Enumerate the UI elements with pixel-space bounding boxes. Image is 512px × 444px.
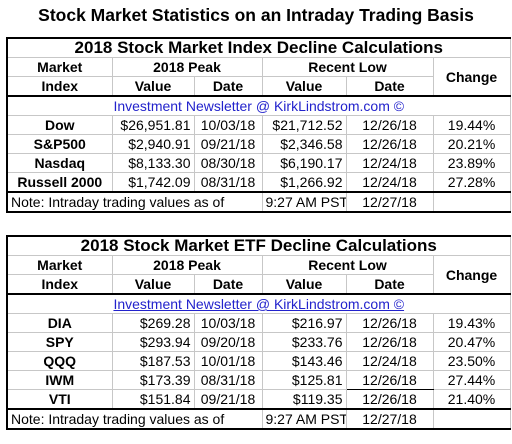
row-name: IWM <box>6 370 113 390</box>
low-value: $143.46 <box>262 351 347 371</box>
newsletter-link[interactable]: Investment Newsletter @ KirkLindstrom.co… <box>5 294 511 314</box>
note-empty-cell <box>433 409 511 430</box>
note-time: 9:27 AM PST <box>262 192 347 213</box>
low-value: $216.97 <box>262 313 347 333</box>
peak-value: $2,940.91 <box>112 134 195 154</box>
low-date: 12/26/18 <box>346 115 434 135</box>
low-date-header: Date <box>346 76 434 97</box>
change-value: 27.28% <box>433 172 511 193</box>
note-time: 9:27 AM PST <box>262 409 347 430</box>
low-header: Recent Low <box>262 255 434 275</box>
low-value: $21,712.52 <box>262 115 347 135</box>
etf-decline-table: 2018 Stock Market ETF Decline Calculatio… <box>5 235 511 430</box>
row-name: SPY <box>6 332 113 352</box>
change-value: 20.21% <box>433 134 511 154</box>
change-header: Change <box>433 255 511 295</box>
table-row: DIA $269.28 10/03/18 $216.97 12/26/18 19… <box>6 313 511 333</box>
peak-date: 10/03/18 <box>194 115 263 135</box>
peak-date: 09/20/18 <box>194 332 263 352</box>
peak-date: 10/03/18 <box>194 313 263 333</box>
note-label: Note: Intraday trading values as of <box>6 409 263 430</box>
low-value-header: Value <box>262 76 347 97</box>
low-date-header: Date <box>346 274 434 295</box>
low-date: 12/26/18 <box>346 389 434 410</box>
low-value: $1,266.92 <box>262 172 347 193</box>
low-value: $125.81 <box>262 370 347 390</box>
peak-value: $8,133.30 <box>112 153 195 173</box>
peak-date: 09/21/18 <box>194 389 263 410</box>
peak-value-header: Value <box>112 274 195 295</box>
row-name: QQQ <box>6 351 113 371</box>
peak-date-header: Date <box>194 76 263 97</box>
row-name: Dow <box>6 115 113 135</box>
low-date: 12/26/18 <box>346 332 434 352</box>
peak-value-header: Value <box>112 76 195 97</box>
change-header: Change <box>433 57 511 97</box>
change-value: 19.43% <box>433 313 511 333</box>
peak-date: 09/21/18 <box>194 134 263 154</box>
table-row: VTI $151.84 09/21/18 $119.35 12/26/18 21… <box>6 389 511 410</box>
change-value: 23.50% <box>433 351 511 371</box>
peak-date: 08/31/18 <box>194 370 263 390</box>
index-header: Index <box>6 274 113 295</box>
row-name: Nasdaq <box>6 153 113 173</box>
peak-value: $269.28 <box>112 313 195 333</box>
low-value: $2,346.58 <box>262 134 347 154</box>
peak-value: $187.53 <box>112 351 195 371</box>
change-value: 21.40% <box>433 389 511 410</box>
table-row: Nasdaq $8,133.30 08/30/18 $6,190.17 12/2… <box>6 153 511 173</box>
change-value: 27.44% <box>433 370 511 390</box>
market-header: Market <box>6 57 113 77</box>
low-date: 12/24/18 <box>346 172 434 193</box>
index-header: Index <box>6 76 113 97</box>
etf-table-title: 2018 Stock Market ETF Decline Calculatio… <box>5 235 511 256</box>
table-row: Dow $26,951.81 10/03/18 $21,712.52 12/26… <box>6 115 511 135</box>
peak-value: $293.94 <box>112 332 195 352</box>
table-row: Russell 2000 $1,742.09 08/31/18 $1,266.9… <box>6 172 511 193</box>
change-value: 20.47% <box>433 332 511 352</box>
low-date: 12/24/18 <box>346 351 434 371</box>
peak-date-header: Date <box>194 274 263 295</box>
market-header: Market <box>6 255 113 275</box>
peak-date: 10/01/18 <box>194 351 263 371</box>
low-header: Recent Low <box>262 57 434 77</box>
peak-value: $173.39 <box>112 370 195 390</box>
note-date: 12/27/18 <box>346 409 434 430</box>
low-value: $233.76 <box>262 332 347 352</box>
row-name: DIA <box>6 313 113 333</box>
change-value: 19.44% <box>433 115 511 135</box>
low-date: 12/24/18 <box>346 153 434 173</box>
low-date: 12/26/18 <box>346 134 434 154</box>
peak-header: 2018 Peak <box>112 57 263 77</box>
peak-date: 08/31/18 <box>194 172 263 193</box>
newsletter-link[interactable]: Investment Newsletter @ KirkLindstrom.co… <box>5 96 511 116</box>
row-name: Russell 2000 <box>6 172 113 193</box>
peak-value: $26,951.81 <box>112 115 195 135</box>
low-value: $119.35 <box>262 389 347 410</box>
low-value-header: Value <box>262 274 347 295</box>
page-title: Stock Market Statistics on an Intraday T… <box>38 5 474 25</box>
newsletter-link-text[interactable]: Investment Newsletter @ KirkLindstrom.co… <box>113 296 405 312</box>
peak-value: $151.84 <box>112 389 195 410</box>
note-label: Note: Intraday trading values as of <box>6 192 263 213</box>
low-date: 12/26/18 <box>346 313 434 333</box>
table-row: SPY $293.94 09/20/18 $233.76 12/26/18 20… <box>6 332 511 352</box>
low-date: 12/26/18 <box>346 370 434 390</box>
low-value: $6,190.17 <box>262 153 347 173</box>
index-decline-table: 2018 Stock Market Index Decline Calculat… <box>5 37 511 213</box>
index-table-title: 2018 Stock Market Index Decline Calculat… <box>5 37 511 58</box>
row-name: S&P500 <box>6 134 113 154</box>
change-value: 23.89% <box>433 153 511 173</box>
table-row: S&P500 $2,940.91 09/21/18 $2,346.58 12/2… <box>6 134 511 154</box>
table-row: IWM $173.39 08/31/18 $125.81 12/26/18 27… <box>6 370 511 390</box>
peak-value: $1,742.09 <box>112 172 195 193</box>
note-date: 12/27/18 <box>346 192 434 213</box>
note-empty-cell <box>433 192 511 213</box>
row-name: VTI <box>6 389 113 410</box>
peak-date: 08/30/18 <box>194 153 263 173</box>
table-row: QQQ $187.53 10/01/18 $143.46 12/24/18 23… <box>6 351 511 371</box>
peak-header: 2018 Peak <box>112 255 263 275</box>
